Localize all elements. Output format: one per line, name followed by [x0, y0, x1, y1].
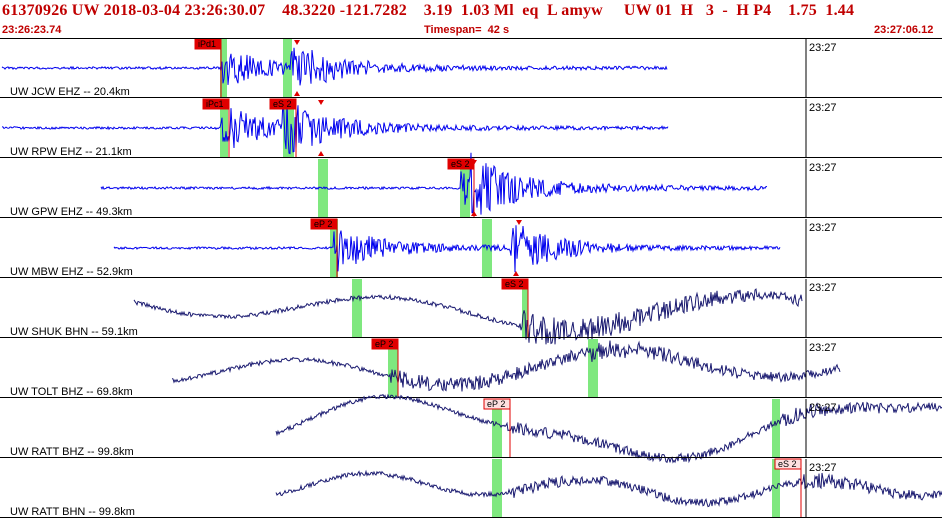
phase-pick[interactable]: eS 2	[269, 98, 297, 157]
timespan-label: Timespan= 42 s	[424, 24, 510, 36]
peak-marker-up-icon	[471, 211, 477, 216]
pick-label-text: eP 2	[314, 219, 332, 229]
minute-marker-label: 23:27	[809, 222, 837, 234]
phase-window-marker	[388, 339, 398, 397]
phase-window-marker	[460, 159, 470, 217]
channel-row[interactable]: 23:27 eS 2 UW RATT BHN -- 99.8km	[0, 458, 942, 518]
channel-label: UW TOLT BHZ -- 69.8km	[10, 386, 133, 398]
phase-window-marker	[330, 219, 338, 277]
peak-marker-up-icon	[513, 271, 519, 276]
channel-label: UW SHUK BHN -- 59.1km	[10, 326, 138, 338]
waveform-trace	[1, 98, 669, 155]
channel-label: UW RPW EHZ -- 21.1km	[10, 146, 132, 158]
minute-marker-label: 23:27	[809, 282, 837, 294]
phase-pick[interactable]: eP 2	[310, 218, 338, 277]
peak-marker-down-icon	[318, 100, 324, 105]
phase-window-marker	[522, 279, 528, 337]
minute-marker-label: 23:27	[809, 462, 837, 474]
event-summary-title: 61370926 UW 2018-03-04 23:26:30.07 48.32…	[2, 2, 855, 19]
phase-pick[interactable]: iPc1	[202, 98, 230, 157]
phase-window-marker	[352, 279, 362, 337]
peak-marker-up-icon	[294, 91, 300, 96]
minute-marker-label: 23:27	[809, 402, 837, 414]
channel-row[interactable]: 23:27 eP 2 UW RATT BHZ -- 99.8km	[0, 393, 942, 464]
pick-label-text: eS 2	[451, 159, 470, 169]
phase-window-marker	[220, 99, 228, 157]
waveform-trace	[100, 152, 768, 215]
waveform-trace	[133, 288, 803, 345]
phase-pick[interactable]: eS 2	[501, 278, 529, 337]
phase-pick[interactable]: eP 2	[483, 398, 511, 457]
waveform-trace	[113, 225, 781, 273]
minute-marker-label: 23:27	[809, 42, 837, 54]
pick-label-text: eS 2	[273, 99, 292, 109]
minute-marker-label: 23:27	[809, 102, 837, 114]
channel-label: UW MBW EHZ -- 52.9km	[10, 266, 133, 278]
phase-pick[interactable]: eP 2	[371, 338, 399, 397]
start-time-label: 23:26:23.74	[2, 24, 62, 36]
channel-label: UW JCW EHZ -- 20.4km	[10, 86, 130, 98]
end-time-label: 23:27:06.12	[874, 24, 934, 36]
phase-window-marker	[492, 399, 502, 457]
channel-label: UW RATT BHN -- 99.8km	[10, 506, 135, 518]
channel-label: UW GPW EHZ -- 49.3km	[10, 206, 132, 218]
peak-marker-down-icon	[294, 40, 300, 45]
peak-marker-down-icon	[516, 220, 522, 225]
channel-label: UW RATT BHZ -- 99.8km	[10, 446, 134, 458]
phase-window-marker	[588, 339, 598, 397]
peak-marker-up-icon	[318, 151, 324, 156]
channel-row[interactable]: 23:27 iPc1 eS 2 UW RPW EHZ -- 21.1km	[0, 98, 942, 158]
channel-row[interactable]: 23:27 eS 2 UW GPW EHZ -- 49.3km	[0, 152, 942, 218]
waveform-trace	[171, 340, 841, 392]
phase-window-marker	[220, 39, 227, 97]
pick-label-text: eS 2	[505, 279, 524, 289]
pick-label-text: iPc1	[206, 99, 224, 109]
seismogram-panel[interactable]: 23:27 iPd1 UW JCW EHZ -- 20.4km 23:27 iPc1 eS…	[0, 38, 942, 520]
pick-label-text: eP 2	[375, 339, 393, 349]
phase-window-marker	[283, 99, 294, 157]
channel-row[interactable]: 23:27 eP 2 UW TOLT BHZ -- 69.8km	[0, 338, 942, 398]
waveform-trace	[275, 393, 942, 464]
event-header: 61370926 UW 2018-03-04 23:26:30.07 48.32…	[0, 0, 942, 38]
waveform-trace	[275, 469, 942, 508]
channel-row[interactable]: 23:27 iPd1 UW JCW EHZ -- 20.4km	[0, 38, 942, 98]
pick-label-text: eP 2	[487, 399, 505, 409]
phase-window-marker	[492, 459, 502, 517]
waveform-trace	[1, 47, 668, 86]
channel-row[interactable]: 23:27 eP 2 UW MBW EHZ -- 52.9km	[0, 218, 942, 278]
minute-marker-label: 23:27	[809, 162, 837, 174]
minute-marker-label: 23:27	[809, 342, 837, 354]
phase-pick[interactable]: eS 2	[774, 458, 802, 517]
phase-window-marker	[772, 399, 780, 457]
pick-label-text: eS 2	[778, 459, 797, 469]
pick-label-text: iPd1	[198, 39, 216, 49]
peak-marker-down-icon	[471, 160, 477, 165]
channel-row[interactable]: 23:27 eS 2 UW SHUK BHN -- 59.1km	[0, 278, 942, 345]
